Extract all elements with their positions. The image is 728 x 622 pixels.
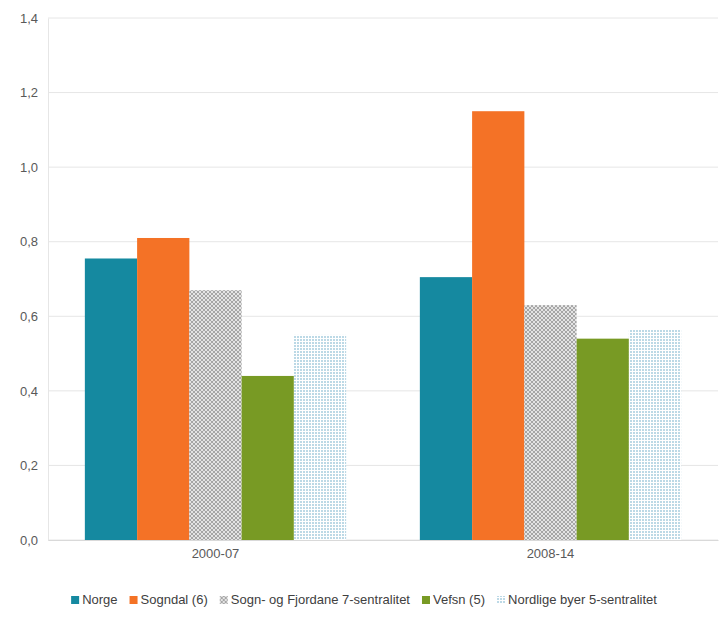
legend-label: Norge: [82, 592, 117, 607]
legend-item: Sogndal (6): [130, 592, 208, 607]
legend-swatch: [220, 596, 228, 604]
y-tick: 0,6: [20, 309, 48, 324]
bar: [85, 258, 137, 540]
legend-swatch: [71, 596, 79, 604]
bar: [189, 290, 241, 540]
bars: [85, 111, 681, 540]
bar: [577, 339, 629, 540]
x-tick: 2008-14: [527, 540, 575, 561]
x-axis-line: [49, 540, 719, 541]
bar-series: [189, 290, 576, 540]
grid-line: [48, 167, 718, 168]
y-axis: 0,0 0,2 0,4 0,6 0,8 1,0 1,2 1,4: [20, 11, 49, 548]
bar: [472, 111, 524, 540]
x-tick-label: 2008-14: [527, 546, 575, 561]
y-tick: 0,2: [20, 458, 48, 473]
legend-item: Norge: [71, 592, 117, 607]
chart: 0,0 0,2 0,4 0,6 0,8 1,0 1,2 1,4 2000-07 2008-14 No…: [0, 0, 728, 622]
x-tick-label: 2000-07: [192, 546, 240, 561]
legend-label: Sogndal (6): [141, 592, 208, 607]
y-axis-line: [48, 19, 49, 541]
x-tick: 2000-07: [192, 540, 240, 561]
plot: 0,0 0,2 0,4 0,6 0,8 1,0 1,2 1,4 2000-07 2008-14: [20, 11, 719, 562]
bar-series: [137, 111, 524, 540]
y-tick: 1,4: [20, 11, 48, 26]
bar: [137, 238, 189, 540]
bar: [294, 335, 346, 540]
y-tick: 1,2: [20, 85, 48, 100]
legend-item: Sogn- og Fjordane 7-sentralitet: [220, 592, 411, 607]
legend-swatch: [422, 596, 430, 604]
y-tick-label: 0,0: [20, 533, 38, 548]
y-tick-label: 0,8: [20, 234, 38, 249]
legend: Norge Sogndal (6) Sogn- og Fjordane 7-sent…: [71, 592, 657, 607]
bar: [629, 329, 681, 540]
legend-item: Nordlige byer 5-sentralitet: [497, 592, 657, 607]
legend-swatch: [497, 596, 505, 604]
y-tick: 0,4: [20, 384, 48, 399]
bar: [524, 305, 576, 540]
bar-series: [294, 329, 681, 540]
grid-line: [48, 92, 718, 93]
legend-label: Nordlige byer 5-sentralitet: [508, 592, 657, 607]
y-tick: 1,0: [20, 160, 48, 175]
x-axis: 2000-07 2008-14: [49, 540, 719, 561]
bar: [242, 376, 294, 540]
y-tick-label: 1,2: [20, 85, 38, 100]
legend-swatch: [130, 596, 138, 604]
y-tick: 0,8: [20, 234, 48, 249]
y-tick-label: 0,6: [20, 309, 38, 324]
legend-item: Vefsn (5): [422, 592, 485, 607]
grid: [48, 18, 718, 540]
y-tick-label: 0,2: [20, 458, 38, 473]
y-tick: 0,0: [20, 533, 48, 548]
bar: [420, 277, 472, 540]
legend-label: Vefsn (5): [433, 592, 485, 607]
y-tick-label: 1,0: [20, 160, 38, 175]
y-tick-label: 0,4: [20, 384, 38, 399]
y-tick-label: 1,4: [20, 11, 38, 26]
grid-line: [48, 18, 718, 19]
legend-label: Sogn- og Fjordane 7-sentralitet: [231, 592, 411, 607]
